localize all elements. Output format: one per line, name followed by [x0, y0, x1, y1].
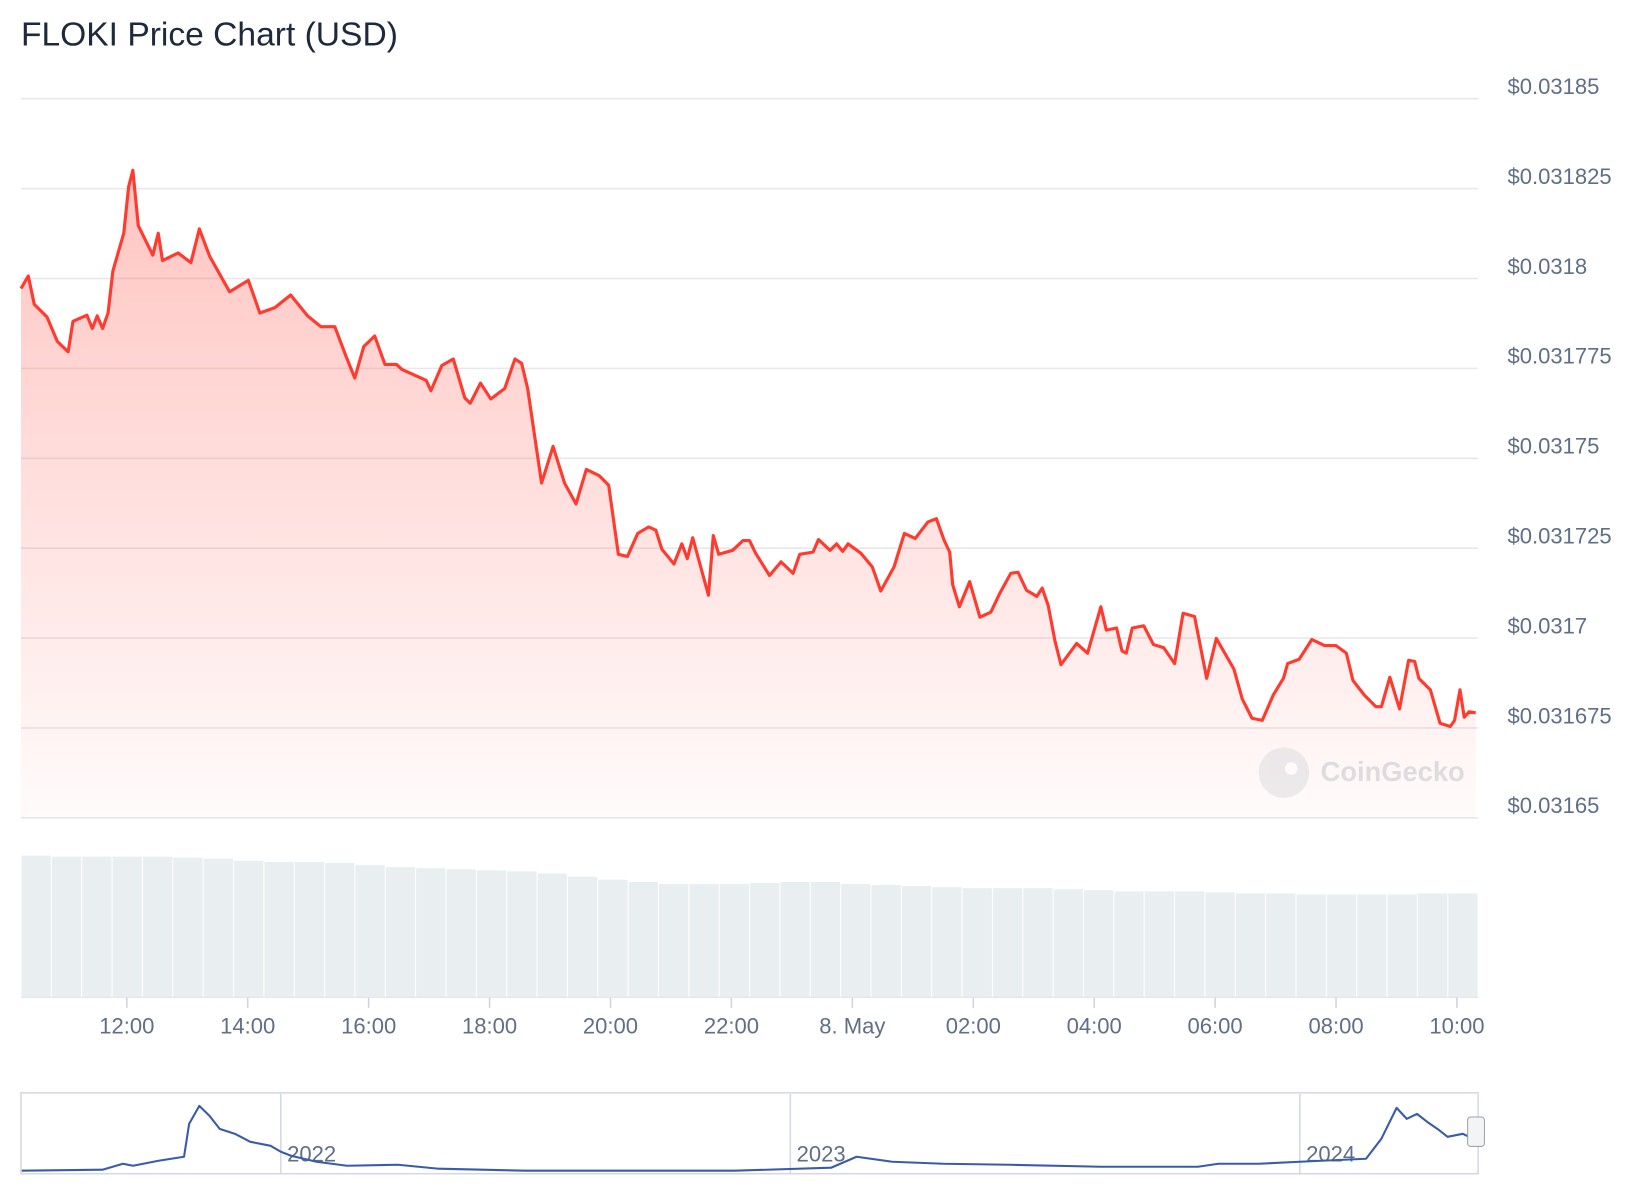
navigator-tick-label: 2023	[797, 1142, 846, 1167]
volume-bar	[1235, 893, 1266, 998]
navigator-tick-label: 2024	[1306, 1142, 1355, 1167]
volume-bar	[1205, 892, 1235, 998]
chart-title: FLOKI Price Chart (USD)	[21, 17, 398, 54]
volume-bar	[476, 870, 507, 998]
y-tick-label: $0.031825	[1508, 164, 1612, 189]
x-tick-label: 12:00	[99, 1014, 154, 1039]
y-tick-label: $0.0318	[1508, 254, 1588, 279]
x-tick-label: 8. May	[819, 1014, 885, 1039]
watermark-text: CoinGecko	[1321, 756, 1465, 787]
volume-bar	[901, 886, 932, 998]
volume-bar	[567, 876, 598, 998]
volume-bar	[689, 883, 719, 998]
y-tick-label: $0.031675	[1508, 703, 1612, 728]
x-tick-label: 04:00	[1067, 1014, 1122, 1039]
volume-bar	[234, 860, 264, 998]
volume-bar	[325, 862, 355, 998]
x-tick-label: 14:00	[220, 1014, 275, 1039]
y-tick-label: $0.03185	[1508, 74, 1600, 99]
volume-bar	[841, 883, 871, 998]
price-area	[20, 170, 1476, 818]
navigator-line	[20, 1104, 1474, 1172]
volume-bar	[1023, 888, 1053, 998]
volume-bar	[1387, 894, 1417, 998]
y-tick-label: $0.031775	[1508, 344, 1612, 369]
x-tick-label: 02:00	[946, 1014, 1001, 1039]
volume-bar	[628, 881, 658, 998]
volume-bar	[962, 888, 992, 998]
volume-bar	[1417, 893, 1448, 998]
x-tick-label: 20:00	[583, 1014, 638, 1039]
volume-bar	[1084, 890, 1114, 998]
price-line	[19, 168, 1476, 729]
volume-bar	[355, 865, 385, 998]
volume-bar	[264, 861, 294, 998]
volume-bar	[173, 857, 203, 998]
volume-bar	[416, 868, 446, 998]
volume-bar	[1357, 894, 1387, 998]
volume-bar	[142, 856, 173, 998]
navigator-frame	[20, 1092, 1479, 1175]
volume-bar	[1114, 891, 1144, 998]
x-tick-label: 08:00	[1308, 1014, 1363, 1039]
volume-bar	[1266, 893, 1296, 998]
volume-bar	[294, 861, 325, 998]
x-tick-label: 10:00	[1429, 1014, 1484, 1039]
volume-bar	[992, 888, 1023, 998]
volume-bar	[537, 873, 567, 998]
volume-bar	[932, 887, 962, 998]
volume-bar	[598, 879, 628, 998]
y-tick-label: $0.03175	[1508, 434, 1600, 459]
volume-bar	[51, 856, 82, 998]
x-tick-label: 06:00	[1188, 1014, 1243, 1039]
volume-bar	[1175, 891, 1205, 998]
volume-bar	[871, 885, 901, 998]
y-tick-label: $0.0317	[1508, 613, 1588, 638]
volume-bar	[780, 881, 810, 998]
volume-bar	[507, 871, 537, 998]
volume-bar	[82, 856, 112, 998]
y-tick-label: $0.031725	[1508, 523, 1612, 548]
volume-bar	[112, 856, 142, 998]
volume-bar	[1448, 893, 1478, 998]
volume-bar	[1296, 894, 1326, 998]
navigator-handle[interactable]	[1467, 1116, 1485, 1147]
volume-bar	[1326, 894, 1357, 998]
volume-bar	[446, 869, 476, 998]
volume-bar	[21, 855, 51, 998]
x-tick-label: 16:00	[341, 1014, 396, 1039]
y-tick-label: $0.03165	[1508, 793, 1600, 818]
volume-bar	[810, 881, 841, 998]
volume-bar	[1144, 891, 1175, 998]
x-tick-label: 18:00	[462, 1014, 517, 1039]
watermark: CoinGecko	[1258, 747, 1465, 798]
volume-bar	[203, 858, 233, 998]
volume-bar	[719, 883, 750, 998]
volume-bar	[659, 883, 689, 998]
x-tick-label: 22:00	[704, 1014, 759, 1039]
volume-bar	[1053, 889, 1083, 998]
volume-bar	[750, 882, 780, 998]
volume-bar	[385, 867, 416, 998]
